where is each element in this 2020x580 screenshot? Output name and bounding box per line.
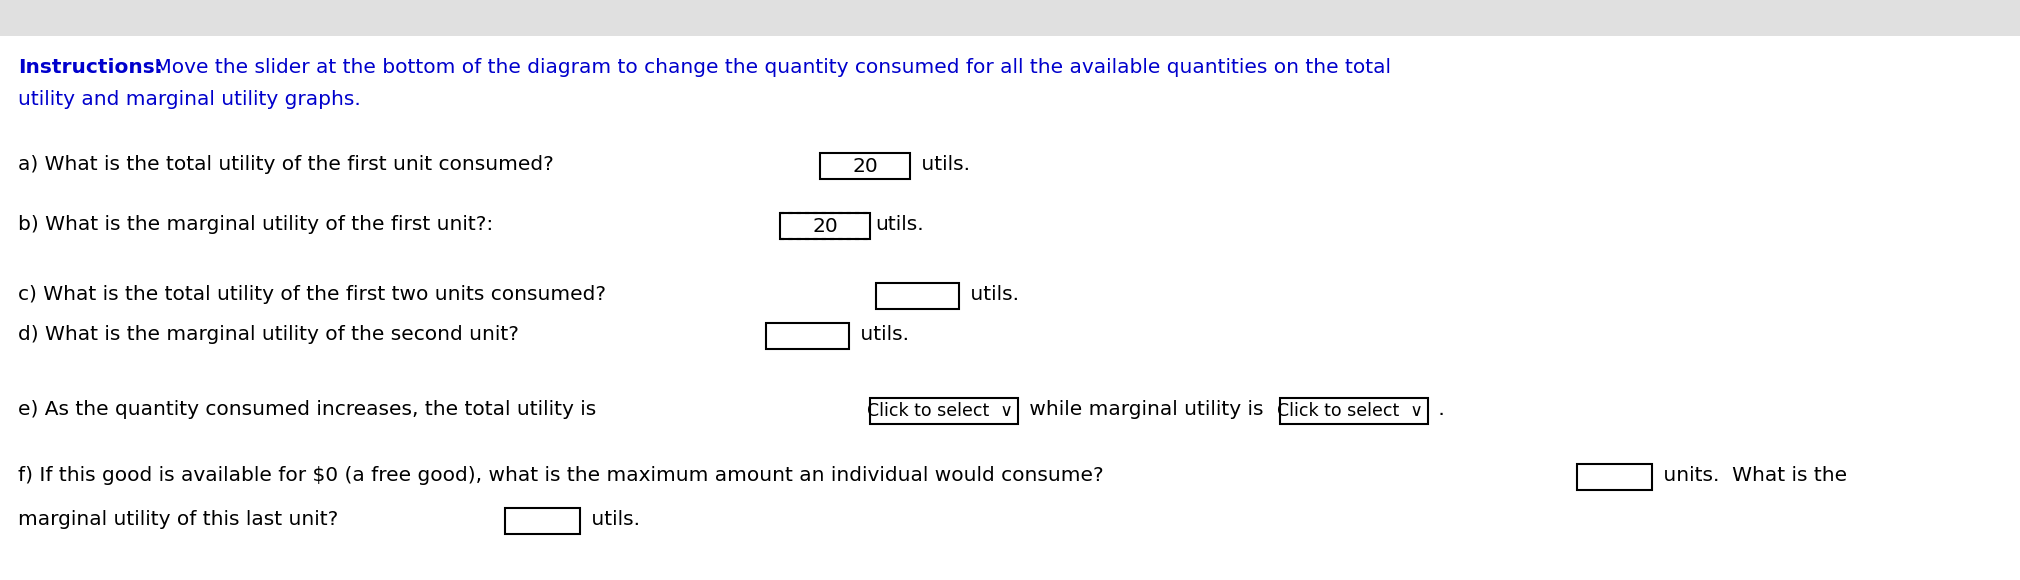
Bar [1281, 398, 1428, 424]
Bar [780, 213, 871, 239]
Text: a) What is the total utility of the first unit consumed?: a) What is the total utility of the firs… [18, 155, 553, 174]
Bar [766, 323, 848, 349]
Text: b) What is the marginal utility of the first unit?:: b) What is the marginal utility of the f… [18, 215, 493, 234]
Bar [1578, 464, 1652, 490]
Text: Click to select  ∨: Click to select ∨ [867, 402, 1012, 420]
Text: e) As the quantity consumed increases, the total utility is: e) As the quantity consumed increases, t… [18, 400, 596, 419]
Text: 20: 20 [812, 216, 838, 235]
Bar [877, 283, 959, 309]
Text: utility and marginal utility graphs.: utility and marginal utility graphs. [18, 90, 362, 109]
Text: utils.: utils. [854, 325, 909, 344]
Text: utils.: utils. [915, 155, 970, 174]
Text: d) What is the marginal utility of the second unit?: d) What is the marginal utility of the s… [18, 325, 519, 344]
Text: units.  What is the: units. What is the [1656, 466, 1846, 485]
Text: f) If this good is available for $0 (a free good), what is the maximum amount an: f) If this good is available for $0 (a f… [18, 466, 1103, 485]
Bar [871, 398, 1018, 424]
Text: utils.: utils. [586, 510, 640, 529]
Bar [505, 508, 580, 534]
Text: 20: 20 [852, 157, 879, 176]
Text: utils.: utils. [964, 285, 1018, 304]
Text: marginal utility of this last unit?: marginal utility of this last unit? [18, 510, 337, 529]
Bar [820, 153, 909, 179]
Text: .: . [1432, 400, 1444, 419]
Text: Instructions:: Instructions: [18, 58, 164, 77]
Bar [0, 0, 2020, 36]
Text: Move the slider at the bottom of the diagram to change the quantity consumed for: Move the slider at the bottom of the dia… [147, 58, 1392, 77]
Text: utils.: utils. [875, 215, 923, 234]
Text: Click to select  ∨: Click to select ∨ [1277, 402, 1422, 420]
Text: c) What is the total utility of the first two units consumed?: c) What is the total utility of the firs… [18, 285, 606, 304]
Text: while marginal utility is: while marginal utility is [1022, 400, 1262, 419]
